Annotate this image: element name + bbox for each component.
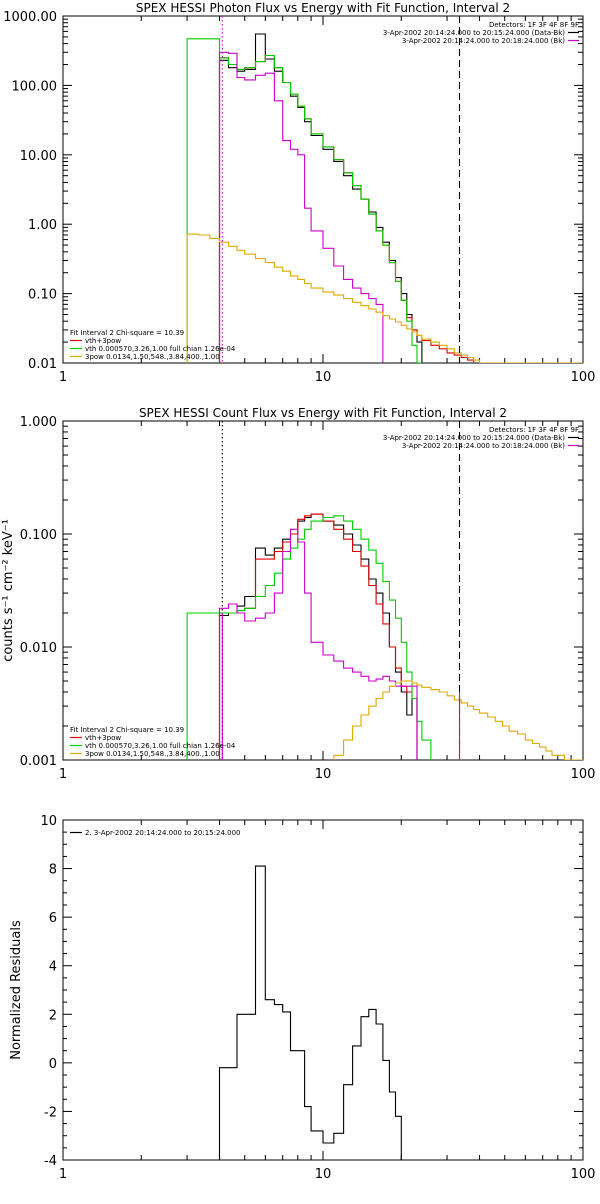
- x-tick-label: 1: [59, 767, 67, 782]
- y-axis-label: counts s⁻¹ cm⁻² keV⁻¹: [1, 519, 16, 662]
- y-tick-label: 0: [49, 1057, 57, 1072]
- x-tick-label: 100: [571, 767, 596, 782]
- x-tick-label: 10: [315, 370, 332, 385]
- header-text: Detectors: 1F 3F 4F 8F 9F: [489, 21, 579, 29]
- header-text: 3-Apr-2002 20:14:24.000 to 20:15:24.000 …: [383, 434, 565, 442]
- x-tick-label: 1: [59, 370, 67, 385]
- y-tick-label: 6: [49, 911, 57, 926]
- y-tick-label: -2: [44, 1105, 57, 1120]
- axes-frame: [62, 420, 584, 761]
- y-tick-label: 10: [40, 814, 57, 829]
- legend-text: vth 0.000570,3.26,1.00 full chian 1.26e-…: [85, 742, 236, 750]
- series-line-1: [218, 513, 418, 760]
- y-tick-label: 8: [49, 863, 57, 878]
- series-line-3: [186, 38, 422, 363]
- header-text: 3-Apr-2002 20:14:24.000 to 20:15:24.000 …: [383, 29, 565, 37]
- axes-frame: [62, 15, 584, 364]
- series-line-3: [186, 515, 432, 760]
- series-line-1: [218, 33, 423, 363]
- legend-text: 3pow 0.0134,1.50,548.,3.84,400.,1.00: [85, 750, 220, 758]
- y-tick-label: 100.00: [12, 79, 58, 94]
- header-text: 3-Apr-2002 20:14:24.000 to 20:18:24.000 …: [402, 37, 565, 45]
- y-tick-label: 2: [49, 1008, 57, 1023]
- legend-text: vth+3pow: [85, 734, 121, 742]
- y-tick-label: 0.010: [20, 641, 57, 656]
- y-tick-label: 1.00: [28, 218, 57, 233]
- x-tick-label: 10: [315, 1167, 332, 1182]
- series-line-2: [218, 513, 418, 760]
- series-line-2: [218, 54, 475, 363]
- legend-text: Fit Interval 2 Chi-square = 10.39: [70, 329, 184, 337]
- axes-frame: [62, 819, 584, 1161]
- header-text: Detectors: 1F 3F 4F 8F 9F: [489, 426, 579, 434]
- y-tick-label: 1000.00: [3, 10, 57, 25]
- y-tick-label: 4: [49, 960, 57, 975]
- y-tick-label: 0.01: [28, 357, 57, 372]
- x-tick-label: 100: [571, 1167, 596, 1182]
- x-tick-label: 1: [59, 1167, 67, 1182]
- y-tick-label: 0.001: [20, 754, 57, 769]
- chart-2: SPEX HESSI Count Flux vs Energy with Fit…: [1, 406, 595, 782]
- y-axis-label: Normalized Residuals: [9, 920, 24, 1060]
- series-line-4: [218, 528, 418, 760]
- legend-text: vth+3pow: [85, 337, 121, 345]
- y-tick-label: 10.00: [20, 149, 57, 164]
- series-line-4: [218, 51, 384, 363]
- y-tick-label: 1.000: [20, 415, 57, 430]
- y-tick-label: -4: [44, 1154, 57, 1169]
- y-tick-label: 0.100: [20, 528, 57, 543]
- legend-text: vth 0.000570,3.26,1.00 full chian 1.26e-…: [85, 345, 236, 353]
- series-line-5: [186, 233, 583, 363]
- chart-title: SPEX HESSI Count Flux vs Energy with Fit…: [139, 406, 507, 420]
- x-tick-label: 100: [571, 370, 596, 385]
- header-text: 3-Apr-2002 20:14:24.000 to 20:18:24.000 …: [402, 442, 565, 450]
- series-line-1: [218, 865, 402, 1160]
- y-tick-label: 0.10: [28, 288, 57, 303]
- legend-text: Fit Interval 2 Chi-square = 10.39: [70, 726, 184, 734]
- chart-3: 1 10 100 10 8 6 4 2 0 -2 -4 Normalized Residuals 2. …: [9, 814, 595, 1182]
- legend-text: 3pow 0.0134,1.50,548.,3.84,400.,1.00: [85, 353, 220, 361]
- chart-1: SPEX HESSI Photon Flux vs Energy with Fi…: [3, 1, 595, 385]
- x-tick-label: 10: [315, 767, 332, 782]
- legend-text: 2. 3-Apr-2002 20:14:24.000 to 20:15:24.0…: [85, 829, 240, 837]
- series-line-5: [333, 680, 583, 760]
- chart-title: SPEX HESSI Photon Flux vs Energy with Fi…: [136, 1, 510, 15]
